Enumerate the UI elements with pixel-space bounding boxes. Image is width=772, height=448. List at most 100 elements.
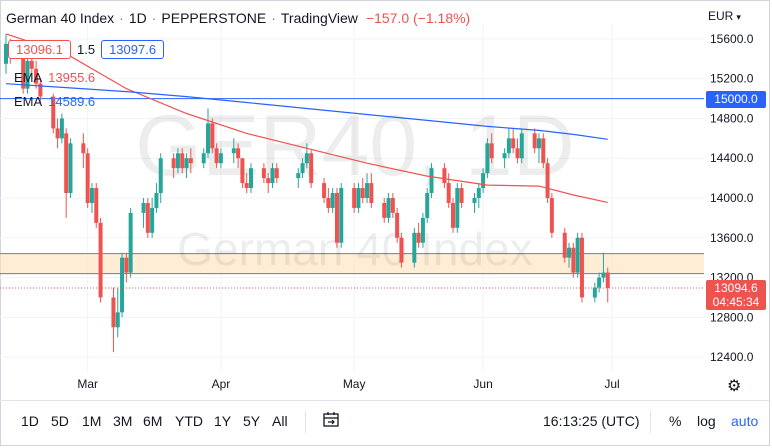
candle-up: [339, 188, 344, 243]
log-scale-button[interactable]: log: [697, 413, 716, 429]
candle-down: [369, 183, 374, 203]
candle-down: [51, 96, 56, 129]
price-tick-label: 14000.0: [710, 191, 754, 205]
candle-down: [145, 202, 150, 233]
currency-label: EUR: [708, 9, 734, 23]
candle-down: [55, 128, 60, 139]
candle-up: [59, 118, 64, 139]
symbol-title: German 40 Index: [6, 10, 115, 26]
candle-down: [21, 56, 26, 89]
range-5y-button[interactable]: 5Y: [243, 413, 261, 429]
candle-down: [390, 198, 395, 213]
bar-countdown: 04:45:34: [712, 294, 760, 309]
candle-down: [511, 138, 516, 149]
candle-down: [85, 153, 90, 203]
candle-up: [304, 153, 309, 164]
time-tick-label: Apr: [212, 377, 231, 391]
candle-down: [180, 153, 185, 169]
range-5d-button[interactable]: 5D: [51, 413, 69, 429]
candle-up: [175, 153, 180, 169]
ema-value: 14589.6: [48, 94, 96, 109]
range-ytd-button[interactable]: YTD: [175, 413, 203, 429]
price-axis[interactable]: 15600.0 15200.0 14800.0 14400.0 14000.0 13600…: [710, 32, 754, 364]
candle-up: [300, 163, 305, 174]
candle-up: [455, 188, 460, 228]
ema-lines: [5, 33, 608, 203]
candle-down: [309, 153, 314, 184]
candle-up: [89, 188, 94, 203]
sell-button[interactable]: 13096.1: [8, 39, 71, 59]
candle-down: [532, 133, 537, 149]
currency-selector[interactable]: EUR ▾: [708, 9, 741, 23]
candle-up: [575, 237, 580, 273]
candle-down: [451, 202, 456, 228]
range-1y-button[interactable]: 1Y: [214, 413, 232, 429]
candle-up: [184, 158, 189, 169]
clock-time[interactable]: 16:13:25 (UTC): [543, 413, 640, 429]
candle-down: [326, 198, 331, 208]
candle-down: [64, 133, 69, 194]
ema-legend-2[interactable]: EMA 14589.6: [14, 94, 95, 109]
candle-up: [141, 202, 146, 213]
candle-down: [549, 198, 554, 233]
time-tick-label: Jul: [604, 377, 619, 391]
candle-down: [541, 138, 546, 164]
candle-down: [171, 158, 176, 169]
range-3m-button[interactable]: 3M: [113, 413, 133, 429]
calendar-range-icon[interactable]: [322, 411, 340, 432]
price-tick-label: 12400.0: [710, 350, 754, 364]
candle-down: [38, 83, 43, 97]
candle-down: [34, 68, 39, 84]
candle-down: [489, 143, 494, 159]
candle-up: [270, 168, 275, 184]
symbol-legend[interactable]: German 40 Index · 1D · PEPPERSTONE · TradingVi…: [6, 10, 471, 26]
candle-up: [365, 183, 370, 198]
time-axis[interactable]: Mar Apr May Jun Jul: [77, 377, 619, 391]
candle-up: [601, 272, 606, 278]
gear-icon[interactable]: ⚙: [727, 378, 742, 395]
price-tick-label: 12800.0: [710, 310, 754, 324]
candle-down: [29, 60, 34, 69]
chevron-down-icon: ▾: [736, 12, 741, 22]
candle-down: [579, 237, 584, 298]
candle-up: [481, 173, 486, 189]
candle-up: [592, 287, 597, 298]
buy-button[interactable]: 13097.6: [101, 39, 165, 59]
time-tick-label: Jun: [473, 377, 492, 391]
time-tick-label: May: [343, 377, 366, 391]
price-tick-label: 14800.0: [710, 111, 754, 125]
toolbar-divider: [305, 411, 306, 433]
candle-up: [429, 168, 434, 194]
candle-down: [334, 193, 339, 243]
spread-value: 1.5: [77, 41, 96, 57]
candle-down: [562, 232, 567, 258]
candle-down: [244, 183, 249, 189]
candle-up: [536, 138, 541, 149]
bid-ask-row: 13096.1 1.5 13097.6: [8, 38, 165, 60]
candle-down: [274, 168, 279, 179]
candle-up: [231, 148, 236, 154]
auto-scale-button[interactable]: auto: [731, 413, 759, 429]
range-6m-button[interactable]: 6M: [143, 413, 163, 429]
candle-up: [386, 198, 391, 218]
percent-scale-button[interactable]: %: [669, 413, 682, 429]
last-price-tag: 13094.6 04:45:34: [706, 279, 766, 310]
candle-up: [154, 193, 159, 208]
horizontal-line-price-tag: 15000.0: [706, 90, 766, 108]
candle-down: [605, 272, 610, 288]
grid-lines: [0, 24, 704, 372]
range-all-button[interactable]: All: [272, 413, 288, 429]
candle-down: [111, 297, 116, 328]
candle-down: [446, 183, 451, 203]
ema-legend-1[interactable]: EMA 13955.6: [14, 70, 95, 85]
ema-value: 13955.6: [48, 70, 96, 85]
range-1m-button[interactable]: 1M: [82, 413, 102, 429]
candle-down: [261, 168, 266, 179]
candle-up: [128, 212, 133, 273]
price-tick-label: 15200.0: [710, 72, 754, 86]
price-tick-label: 15600.0: [710, 32, 754, 46]
candle-down: [124, 257, 129, 273]
range-1d-button[interactable]: 1D: [21, 413, 39, 429]
